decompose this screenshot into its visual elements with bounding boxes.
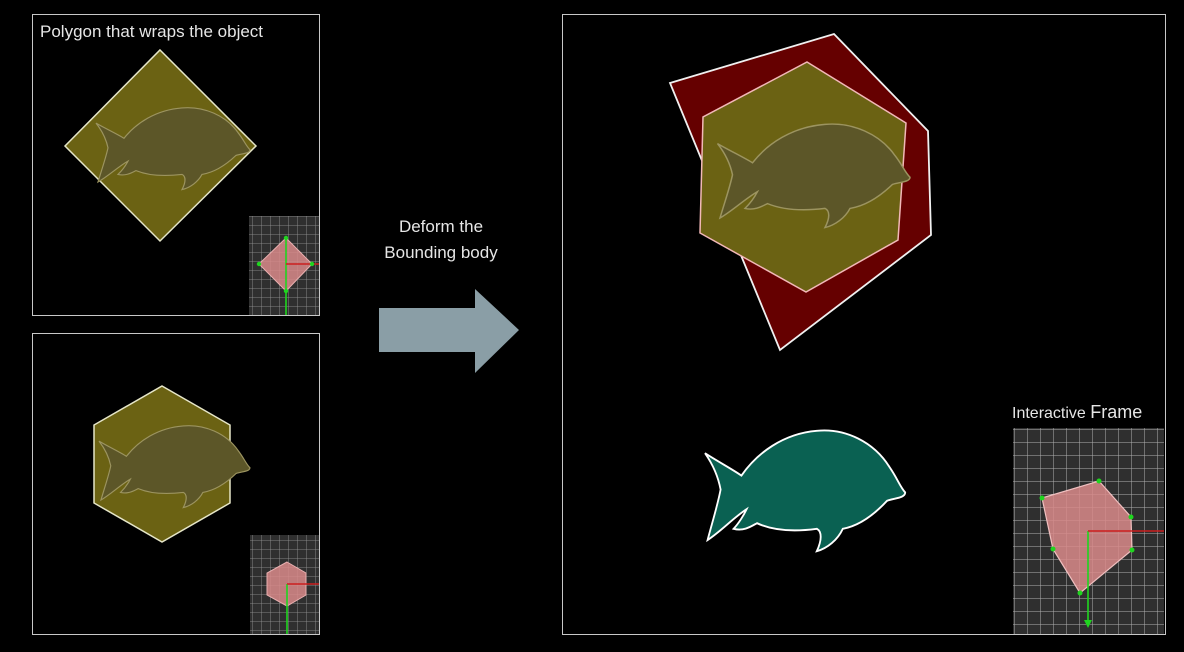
- interactive-frame[interactable]: [1013, 428, 1164, 634]
- deformed-body-group: [670, 34, 931, 350]
- top-panel-title: Polygon that wraps the object: [40, 22, 263, 42]
- control-point[interactable]: [1130, 548, 1135, 553]
- mini-frame-top: [249, 216, 319, 315]
- diamond-wrap-group: [65, 50, 256, 241]
- right-arrow-icon: [379, 289, 519, 373]
- control-point[interactable]: [1078, 591, 1083, 596]
- arrow-label-line1: Deform the: [360, 214, 522, 240]
- arrow-label: Deform the Bounding body: [360, 214, 522, 266]
- frame-label-part2: Frame: [1090, 402, 1142, 422]
- hexagon-wrap-group: [94, 386, 250, 542]
- control-point[interactable]: [1129, 515, 1134, 520]
- control-point[interactable]: [1051, 547, 1056, 552]
- mini-frame-bottom: [250, 535, 319, 634]
- arrow-label-line2: Bounding body: [360, 240, 522, 266]
- interactive-frame-label: Interactive Frame: [1012, 402, 1142, 423]
- control-point[interactable]: [1097, 479, 1102, 484]
- teal-fish-silhouette: [705, 430, 905, 551]
- control-point[interactable]: [1040, 496, 1045, 501]
- frame-label-part1: Interactive: [1012, 405, 1090, 422]
